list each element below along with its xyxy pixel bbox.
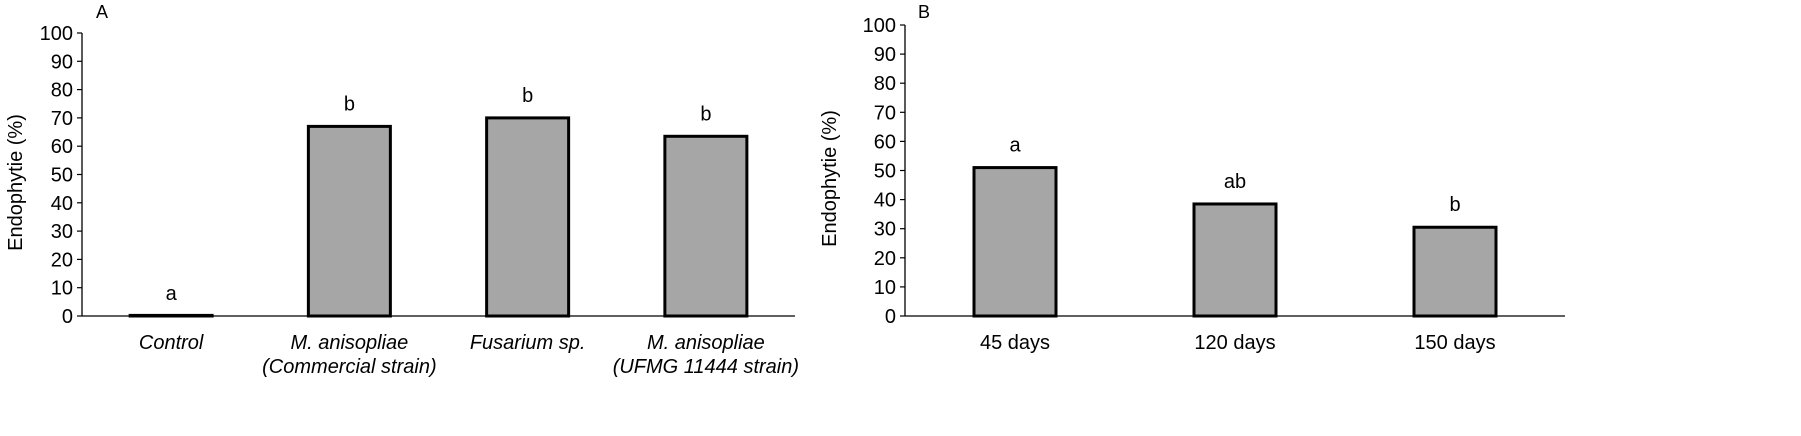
bar	[1412, 225, 1498, 318]
x-category-label: (UFMG 11444 strain)	[613, 356, 799, 378]
panel-a-bar-chart: A 0 10 20 30 40 50 60 70 80 90 100 Endophytie (%) a Co…	[5, 2, 799, 378]
y-tick-label: 90	[51, 51, 73, 73]
x-category-label: 150 days	[1414, 332, 1495, 354]
x-category-label: M. anisopliae	[647, 332, 765, 354]
panel-label: A	[96, 2, 108, 22]
bar	[1192, 202, 1278, 318]
y-tick-label: 60	[874, 131, 896, 153]
y-tick-label: 90	[874, 44, 896, 66]
y-tick-label: 30	[874, 219, 896, 241]
x-category-label: M. anisopliae	[290, 332, 408, 354]
significance-letter: b	[522, 85, 533, 107]
y-tick-label: 70	[51, 108, 73, 130]
bar	[306, 124, 392, 318]
significance-letter: a	[1009, 135, 1021, 157]
x-category-label: (Commercial strain)	[262, 356, 436, 378]
x-category-label: Fusarium sp.	[470, 332, 586, 354]
significance-letter: b	[700, 103, 711, 125]
y-tick-label: 50	[874, 161, 896, 183]
y-tick-label: 40	[51, 193, 73, 215]
x-category-label: 45 days	[980, 332, 1050, 354]
x-category-label: Control	[139, 332, 204, 354]
y-tick-label: 100	[863, 15, 896, 37]
significance-letter: a	[166, 283, 178, 305]
y-tick-label: 20	[51, 249, 73, 271]
y-tick-label: 50	[51, 165, 73, 187]
significance-letter: ab	[1224, 171, 1246, 193]
bar	[663, 134, 749, 318]
y-tick-label: 0	[885, 306, 896, 328]
y-tick-label: 20	[874, 248, 896, 270]
y-tick-label: 30	[51, 221, 73, 243]
y-tick-label: 100	[40, 23, 73, 45]
y-tick-label: 60	[51, 136, 73, 158]
bar	[485, 116, 571, 318]
y-axis-label: Endophytie (%)	[819, 110, 841, 247]
significance-letter: b	[1449, 194, 1460, 216]
y-axis-label: Endophytie (%)	[5, 114, 27, 251]
bar	[128, 313, 214, 318]
significance-letter: b	[344, 93, 355, 115]
y-tick-label: 10	[874, 277, 896, 299]
panel-b-bar-chart: B 0 10 20 30 40 50 60 70 80 90 100 Endophytie (%) a 45…	[819, 2, 1565, 354]
bar	[972, 166, 1058, 318]
y-tick-label: 80	[874, 73, 896, 95]
panel-label: B	[918, 2, 930, 22]
y-tick-label: 0	[62, 306, 73, 328]
y-tick-label: 10	[51, 278, 73, 300]
x-category-label: 120 days	[1194, 332, 1275, 354]
y-tick-label: 40	[874, 190, 896, 212]
y-tick-label: 80	[51, 80, 73, 102]
y-tick-label: 70	[874, 102, 896, 124]
